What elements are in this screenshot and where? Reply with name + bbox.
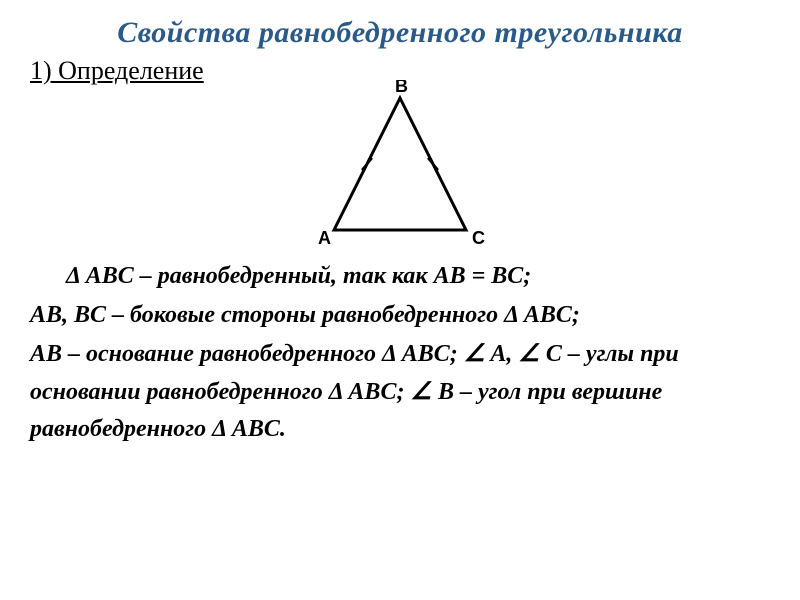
body-line-2: AB, BC – боковые стороны равнобедренного… xyxy=(30,297,770,334)
tick-ab xyxy=(362,158,372,170)
vertex-label-b: B xyxy=(395,80,408,96)
slide-title: Свойства равнобедренного треугольника xyxy=(30,16,770,50)
triangle-figure: A B C xyxy=(290,80,510,250)
vertex-label-a: A xyxy=(318,228,331,248)
body-line-1: Δ ABC – равнобедренный, так как AB = BC; xyxy=(30,258,770,295)
body-text: Δ ABC – равнобедренный, так как AB = BC;… xyxy=(30,258,770,448)
body-line-3: AB – основание равнобедренного Δ ABC; ∠ … xyxy=(30,336,770,448)
tick-bc xyxy=(428,158,438,170)
vertex-label-c: C xyxy=(472,228,485,248)
triangle-abc xyxy=(334,98,466,230)
slide-page: Свойства равнобедренного треугольника 1)… xyxy=(0,0,800,600)
